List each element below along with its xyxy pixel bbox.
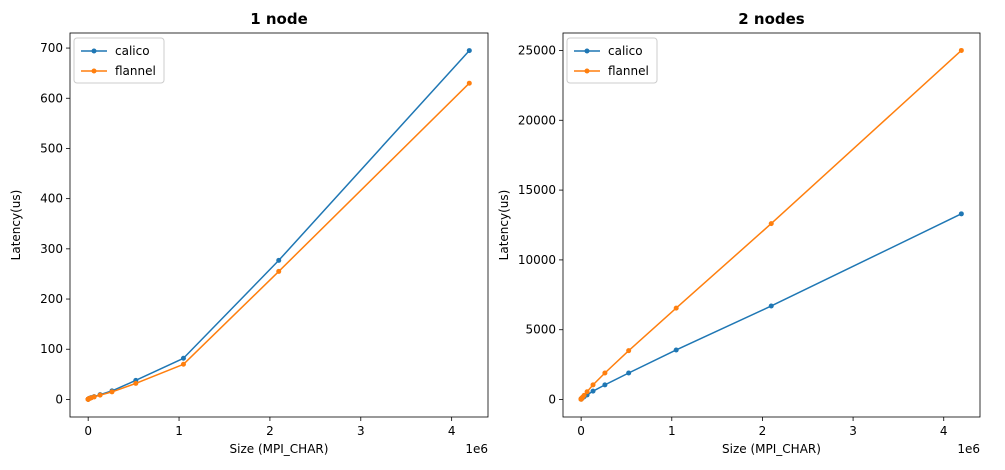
- data-point-calico: [276, 257, 282, 263]
- y-tick-label: 200: [40, 292, 63, 306]
- y-axis-label: Latency(us): [9, 190, 23, 261]
- legend-label-calico: calico: [608, 44, 643, 58]
- data-point-flannel: [180, 361, 186, 367]
- plot-frame: [562, 32, 981, 418]
- y-tick-label: 0: [55, 392, 63, 406]
- y-tick-label: 100: [40, 342, 63, 356]
- x-tick-label: 2: [266, 424, 274, 438]
- x-tick-label: 4: [448, 424, 456, 438]
- chart-title: 1 node: [250, 10, 308, 28]
- data-point-flannel: [133, 380, 139, 386]
- legend-label-flannel: flannel: [115, 64, 156, 78]
- plot-frame: [69, 32, 489, 418]
- y-tick-label: 15000: [518, 183, 556, 197]
- data-point-flannel: [276, 268, 282, 274]
- data-point-calico: [466, 48, 472, 54]
- x-tick-label: 3: [849, 424, 857, 438]
- legend-label-calico: calico: [115, 44, 150, 58]
- data-point-flannel: [602, 370, 608, 376]
- x-tick-label: 0: [577, 424, 585, 438]
- data-point-flannel: [584, 389, 590, 395]
- data-point-calico: [602, 382, 608, 388]
- data-point-flannel: [97, 392, 103, 398]
- x-offset-label: 1e6: [957, 442, 980, 456]
- data-point-flannel: [91, 394, 97, 400]
- x-axis-label: Size (MPI_CHAR): [722, 442, 821, 456]
- x-tick-label: 2: [759, 424, 767, 438]
- y-axis-label: Latency(us): [497, 190, 511, 261]
- legend-marker-flannel: [91, 68, 97, 74]
- chart-title: 2 nodes: [738, 10, 805, 28]
- x-offset-label: 1e6: [465, 442, 488, 456]
- data-point-flannel: [626, 348, 632, 354]
- series-line-calico: [87, 50, 470, 401]
- y-tick-label: 20000: [518, 113, 556, 127]
- data-point-flannel: [673, 305, 679, 311]
- data-point-calico: [590, 388, 596, 394]
- data-point-calico: [626, 370, 632, 376]
- data-point-calico: [673, 347, 679, 353]
- data-point-calico: [768, 303, 774, 309]
- y-tick-label: 300: [40, 242, 63, 256]
- data-point-flannel: [590, 382, 596, 388]
- y-tick-label: 10000: [518, 253, 556, 267]
- chart-panel-1: 1 node 0 1 2 3 4 0 100 200 300 400 500 600 700 Size (M…: [9, 10, 489, 456]
- x-tick-label: 4: [940, 424, 948, 438]
- y-tick-label: 25000: [518, 43, 556, 57]
- y-tick-label: 0: [548, 393, 556, 407]
- legend: calico flannel: [566, 37, 658, 84]
- series-line-flannel: [87, 82, 470, 401]
- y-tick-label: 500: [40, 141, 63, 155]
- legend-marker-flannel: [584, 68, 590, 74]
- legend-marker-calico: [584, 48, 590, 54]
- x-tick-label: 1: [668, 424, 676, 438]
- data-point-flannel: [466, 80, 472, 86]
- y-tick-label: 5000: [525, 323, 556, 337]
- data-point-flannel: [581, 392, 587, 398]
- data-point-flannel: [958, 47, 964, 53]
- legend-marker-calico: [91, 48, 97, 54]
- data-point-calico: [958, 211, 964, 217]
- data-point-flannel: [109, 389, 115, 395]
- x-axis-label: Size (MPI_CHAR): [230, 442, 329, 456]
- y-tick-label: 600: [40, 91, 63, 105]
- x-tick-label: 0: [84, 424, 92, 438]
- chart-panel-2: 2 nodes 0 1 2 3 4 0 5000 10000 15000 20000 25000 Siz…: [497, 10, 981, 456]
- legend: calico flannel: [73, 37, 165, 84]
- x-tick-label: 1: [175, 424, 183, 438]
- y-tick-label: 700: [40, 41, 63, 55]
- y-tick-label: 400: [40, 192, 63, 206]
- legend-label-flannel: flannel: [608, 64, 649, 78]
- data-point-calico: [180, 355, 186, 361]
- data-point-flannel: [768, 221, 774, 227]
- x-tick-label: 3: [357, 424, 365, 438]
